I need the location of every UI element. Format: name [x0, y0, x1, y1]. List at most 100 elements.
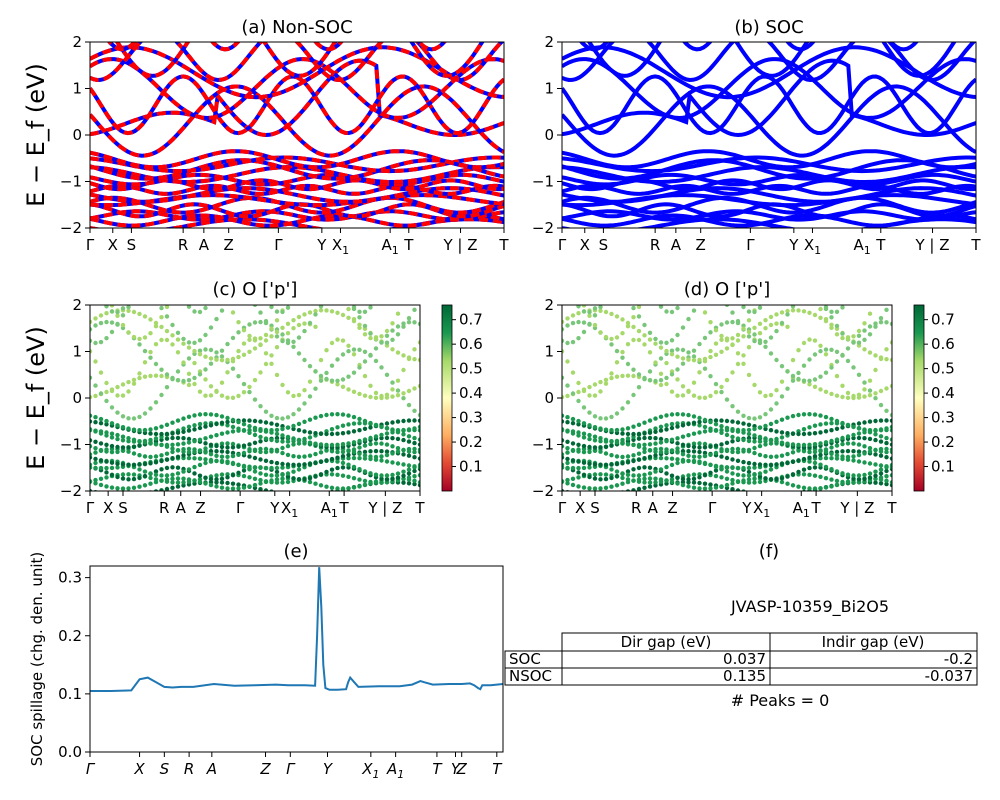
projection-dot	[98, 391, 104, 396]
projection-dot	[862, 460, 867, 465]
projection-dot	[581, 460, 587, 465]
projection-dot	[851, 393, 856, 399]
projection-dot	[109, 449, 115, 455]
projection-dot	[362, 418, 368, 424]
projection-dot	[115, 444, 120, 450]
projection-dot	[390, 387, 395, 392]
projection-dot	[565, 477, 570, 483]
projection-dot	[296, 314, 302, 320]
projection-dot	[697, 480, 702, 486]
projection-dot	[763, 423, 768, 429]
projection-dot	[90, 438, 93, 443]
projection-dot	[203, 347, 208, 352]
projection-dot	[401, 324, 406, 329]
projection-dot	[98, 465, 104, 471]
projection-dot	[214, 421, 219, 427]
projection-dot	[181, 441, 186, 446]
y-tick-label: 2	[72, 296, 82, 314]
projection-dot	[653, 416, 658, 421]
projection-dot	[873, 469, 878, 474]
projection-dot	[335, 425, 340, 430]
projection-dot	[647, 435, 653, 441]
projection-dot	[373, 480, 379, 485]
projection-dot	[592, 382, 598, 387]
x-tick-label: Y	[269, 499, 280, 517]
projection-dot	[148, 261, 152, 265]
projection-dot	[159, 315, 164, 320]
projection-dot	[884, 455, 889, 460]
projection-dot	[620, 427, 625, 432]
projection-dot	[603, 444, 609, 449]
projection-dot	[164, 337, 170, 343]
projection-dot	[142, 314, 148, 319]
projection-dot	[735, 427, 741, 433]
projection-dot	[642, 446, 647, 451]
projection-dot	[565, 274, 569, 278]
projection-dot	[879, 291, 883, 295]
projection-dot	[324, 376, 329, 382]
x-tick-label: Y | Z	[839, 499, 874, 517]
projection-dot	[296, 454, 302, 459]
projection-dot	[384, 477, 390, 482]
projection-dot	[812, 312, 818, 318]
projection-dot	[724, 440, 730, 445]
x-tick-label: T	[492, 760, 503, 778]
projection-dot	[625, 342, 631, 347]
projection-dot	[879, 261, 883, 265]
projection-dot	[104, 389, 109, 395]
projection-dot	[664, 381, 669, 387]
projection-dot	[307, 320, 313, 326]
projection-dot	[203, 354, 208, 359]
x-tick-label: X1	[281, 499, 298, 520]
projection-dot	[647, 480, 653, 485]
y-tick-label: 2	[544, 296, 554, 314]
projection-dot	[395, 446, 401, 451]
projection-dot	[752, 476, 757, 481]
projection-dot	[702, 356, 708, 362]
projection-dot	[225, 454, 230, 459]
projection-dot	[285, 439, 291, 444]
projection-dot	[142, 411, 148, 416]
projection-dot	[768, 351, 774, 356]
projection-dot	[647, 418, 653, 423]
projection-dot	[818, 422, 823, 427]
x-tick-label: Γ	[236, 499, 245, 517]
projection-dot	[587, 436, 592, 442]
x-tick-label: Y	[788, 236, 799, 254]
projection-dot	[598, 426, 603, 431]
projection-dot	[614, 438, 620, 444]
projection-dot	[406, 449, 412, 454]
projection-dot	[302, 401, 307, 406]
projection-dot	[769, 493, 773, 497]
projection-dot	[247, 266, 251, 270]
projection-dot	[598, 445, 603, 450]
projection-dot	[565, 460, 570, 466]
projection-dot	[98, 458, 104, 463]
projection-dot	[186, 340, 192, 345]
projection-dot	[90, 319, 93, 324]
projection-dot	[812, 377, 818, 382]
projection-dot	[642, 472, 647, 477]
projection-dot	[362, 309, 368, 314]
projection-dot	[741, 459, 746, 465]
projection-dot	[581, 431, 587, 436]
projection-dot	[242, 260, 246, 264]
projection-dot	[834, 418, 840, 424]
projection-dot	[98, 431, 104, 436]
projection-dot	[653, 480, 658, 485]
projection-dot	[862, 394, 867, 399]
projection-dot	[807, 276, 811, 280]
projection-dot	[263, 446, 269, 452]
projection-dot	[664, 423, 669, 428]
projection-dot	[889, 428, 892, 433]
projection-dot	[368, 331, 373, 336]
projection-dot	[889, 480, 892, 485]
projection-dot	[406, 320, 412, 325]
projection-dot	[269, 305, 274, 310]
projection-dot	[834, 426, 840, 431]
projection-dot	[746, 422, 752, 427]
projection-dot	[609, 467, 614, 472]
projection-dot	[796, 469, 801, 475]
projection-dot	[252, 377, 258, 383]
projection-dot	[801, 456, 807, 462]
